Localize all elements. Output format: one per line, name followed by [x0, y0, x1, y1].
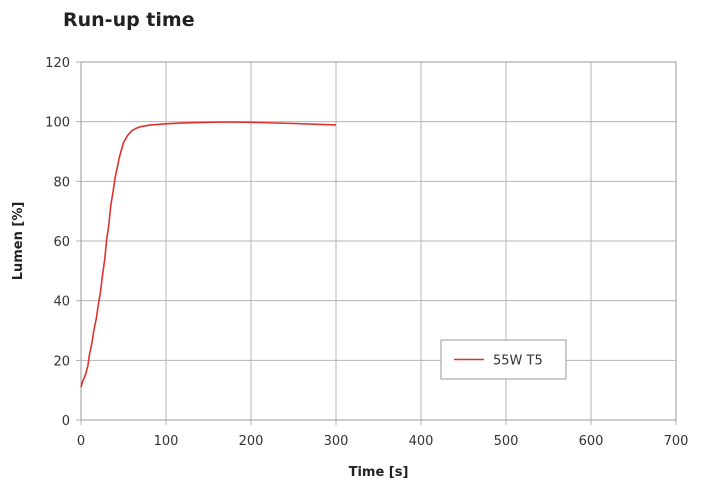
x-tick-label: 600	[579, 434, 604, 449]
x-tick-label: 0	[77, 434, 85, 449]
grid	[76, 61, 677, 425]
legend: 55W T5	[440, 339, 567, 380]
y-tick-label: 100	[45, 116, 70, 131]
x-tick-label: 400	[409, 434, 434, 449]
legend-box	[440, 339, 567, 380]
y-tick-label: 80	[53, 175, 70, 190]
x-tick-label: 500	[494, 434, 519, 449]
x-tick-label: 100	[154, 434, 179, 449]
series-line-0	[80, 121, 337, 388]
x-tick-label: 700	[664, 434, 689, 449]
chart-title: Run-up time	[63, 9, 195, 31]
tick-labels: 0 100 200 300 400 500 600 700 0 20 40 60 80 100 120	[45, 56, 688, 449]
y-tick-label: 120	[45, 56, 70, 71]
legend-label-55w-t5: 55W T5	[493, 354, 543, 369]
y-tick-label: 20	[53, 354, 70, 369]
x-tick-label: 300	[324, 434, 349, 449]
plot-frame	[80, 61, 677, 421]
y-tick-label: 40	[53, 295, 70, 310]
x-tick-label: 200	[239, 434, 264, 449]
y-tick-label: 60	[53, 235, 70, 250]
series-layer	[80, 121, 337, 388]
y-axis-label: Lumen [%]	[11, 202, 26, 281]
x-axis-label: Time [s]	[349, 465, 409, 480]
y-tick-label: 0	[62, 414, 70, 429]
